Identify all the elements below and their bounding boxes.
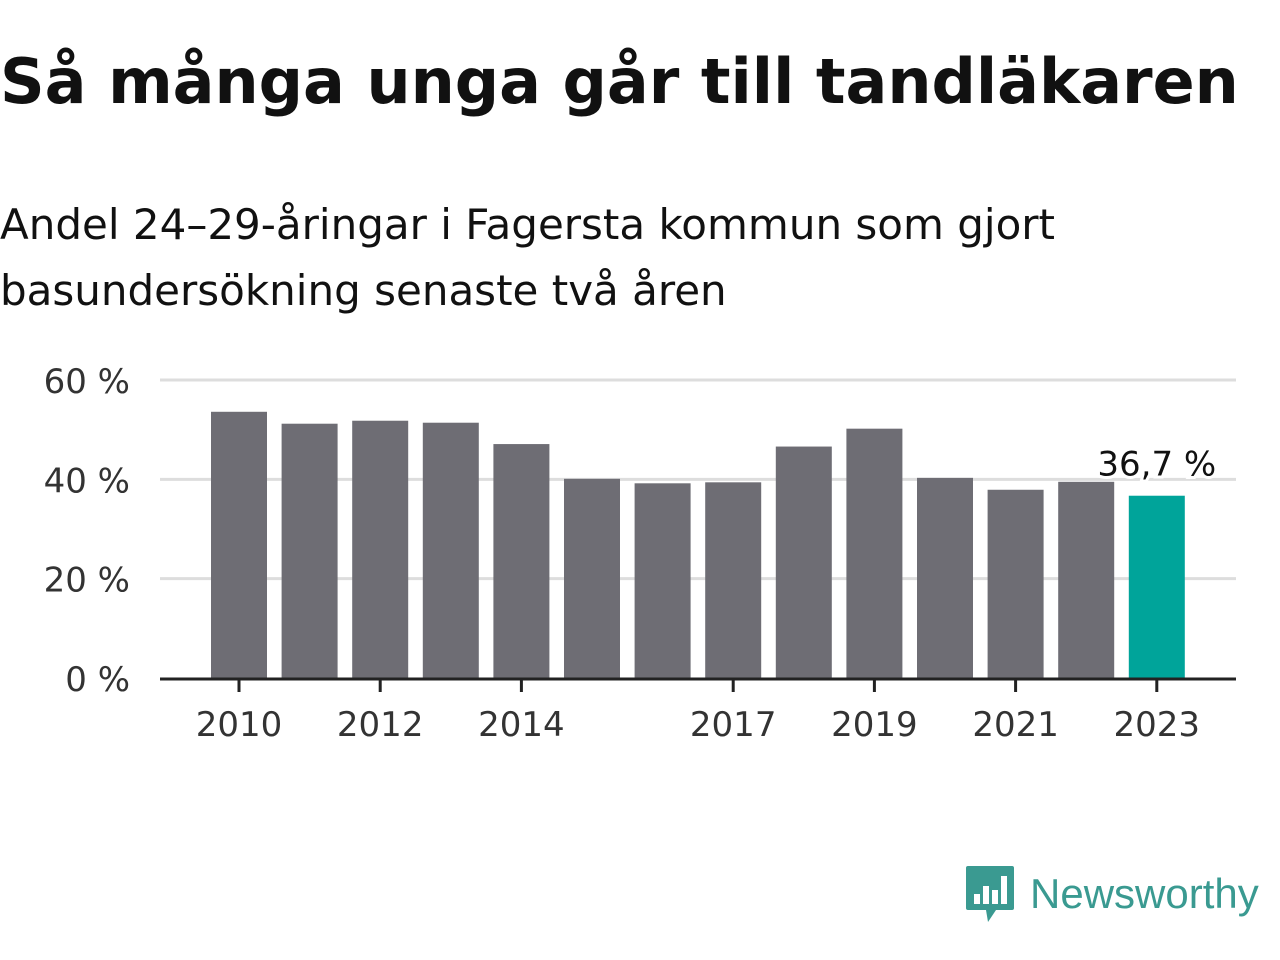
bar	[493, 444, 550, 678]
bar-chart-speech-bubble-icon	[966, 866, 1014, 922]
x-tick-label: 2012	[337, 705, 424, 745]
bar	[422, 422, 479, 678]
bar	[775, 446, 832, 678]
grid-lines	[160, 378, 1236, 581]
annotations: 36,7 %	[1094, 442, 1219, 488]
y-tick-label: 0 %	[65, 660, 130, 700]
bar	[352, 420, 409, 678]
x-tick-label: 2017	[690, 705, 777, 745]
highlight-value-label: 36,7 %	[1097, 445, 1216, 485]
y-tick-label: 20 %	[44, 561, 130, 601]
x-tick-label: 2021	[972, 705, 1059, 745]
bar	[564, 478, 620, 678]
bars	[211, 411, 1185, 678]
x-axis-labels: 2010 2012 2014 2017 2019 2021 2023	[196, 705, 1200, 745]
bar	[917, 477, 973, 678]
chart-title: Så många unga går till tandläkaren	[0, 45, 1239, 118]
y-tick-label: 60 %	[44, 362, 130, 402]
bar	[1058, 481, 1115, 678]
x-axis	[160, 677, 1236, 692]
x-tick-label: 2014	[478, 705, 565, 745]
brand-logo: Newsworthy	[964, 864, 1259, 924]
x-tick-label: 2019	[831, 705, 918, 745]
bar	[634, 483, 691, 678]
y-tick-label: 40 %	[44, 461, 130, 501]
bar	[211, 411, 267, 678]
bar	[281, 423, 338, 678]
x-tick-label: 2010	[196, 705, 283, 745]
x-tick-label: 2023	[1114, 705, 1201, 745]
bar-chart: 0 % 20 % 40 % 60 % 2010 2012 2014 2017 2019 2021…	[44, 362, 1236, 745]
chart-subtitle: Andel 24–29-åringar i Fagersta kommun so…	[0, 200, 1056, 315]
bar	[705, 482, 762, 678]
brand-name: Newsworthy	[1030, 870, 1259, 917]
bar	[987, 489, 1044, 678]
y-axis-labels: 0 % 20 % 40 % 60 %	[44, 362, 130, 700]
bar	[846, 428, 903, 678]
highlight-bar	[1128, 495, 1185, 678]
